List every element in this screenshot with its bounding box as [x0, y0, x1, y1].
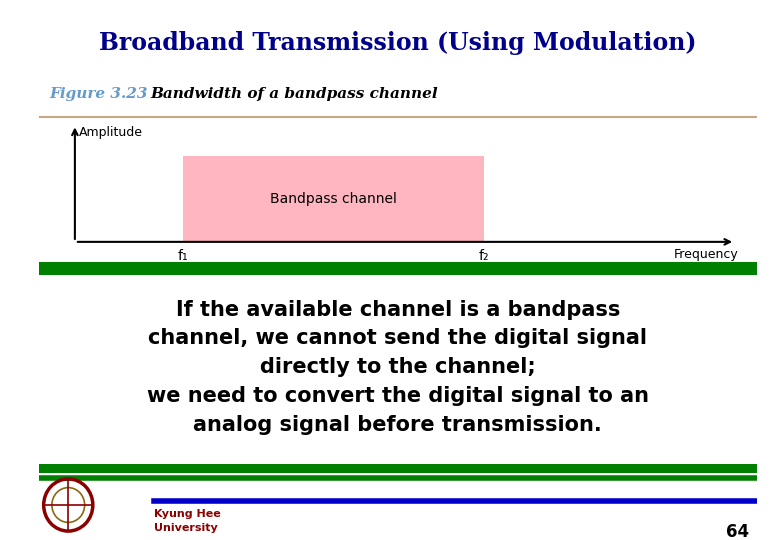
Text: Bandpass channel: Bandpass channel [270, 192, 397, 206]
Text: f₁: f₁ [177, 249, 188, 263]
Text: Broadband Transmission (Using Modulation): Broadband Transmission (Using Modulation… [99, 31, 697, 55]
Bar [39, 262, 757, 274]
Text: f₂: f₂ [479, 249, 489, 263]
Bar [183, 156, 484, 242]
Bar [39, 464, 757, 472]
Text: Amplitude: Amplitude [79, 126, 143, 139]
Text: Bandwidth of a bandpass channel: Bandwidth of a bandpass channel [151, 87, 438, 100]
Text: University: University [154, 523, 218, 533]
Text: Kyung Hee: Kyung Hee [154, 509, 221, 519]
Text: Figure 3.23: Figure 3.23 [50, 87, 148, 100]
Text: 64: 64 [726, 523, 750, 540]
Text: Frequency: Frequency [674, 247, 739, 261]
Text: If the available channel is a bandpass
channel, we cannot send the digital signa: If the available channel is a bandpass c… [147, 300, 649, 435]
